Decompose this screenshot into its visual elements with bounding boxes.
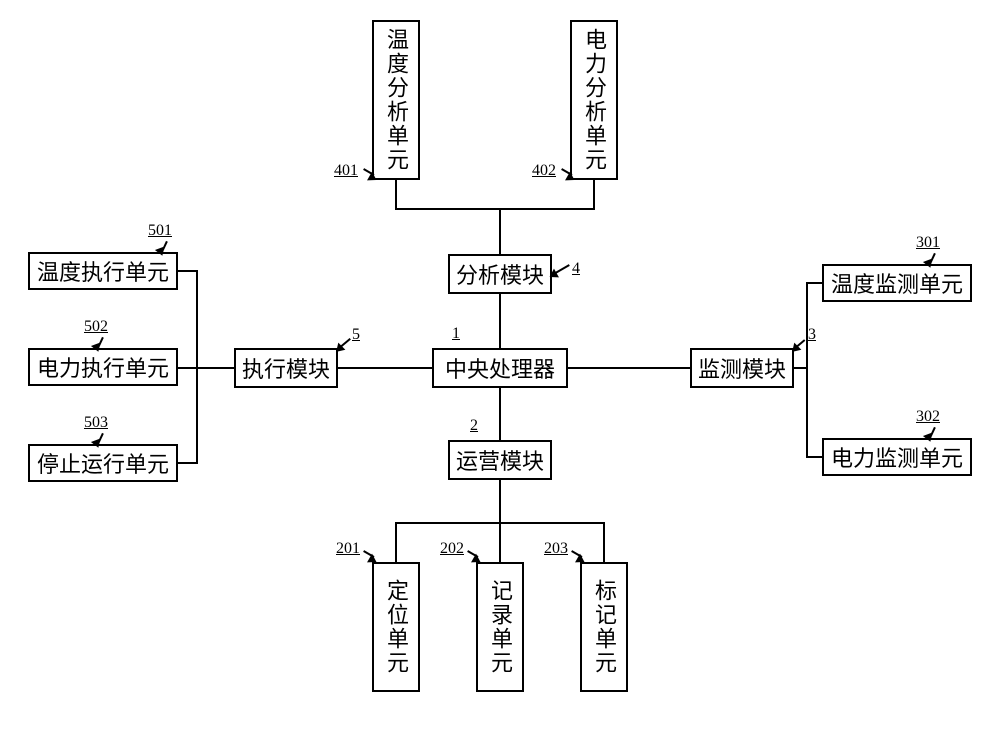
node-pow-ana: 电力分析单元 xyxy=(570,20,618,180)
callout-num: 502 xyxy=(84,318,108,336)
callout-num: 201 xyxy=(336,540,360,558)
callout-num: 401 xyxy=(334,162,358,180)
callout-num: 503 xyxy=(84,414,108,432)
node-mon-module: 监测模块 xyxy=(690,348,794,388)
node-rec-unit: 记录单元 xyxy=(476,562,524,692)
edge xyxy=(499,480,501,524)
callout-num: 2 xyxy=(470,417,478,435)
node-label: 温度监测单元 xyxy=(831,267,963,299)
edge xyxy=(603,522,605,562)
node-temp-exe: 温度执行单元 xyxy=(28,252,178,290)
edge xyxy=(178,367,198,369)
node-label: 停止运行单元 xyxy=(37,447,169,479)
node-pow-exe: 电力执行单元 xyxy=(28,348,178,386)
edge xyxy=(178,270,198,272)
callout-num: 301 xyxy=(916,234,940,252)
node-temp-ana: 温度分析单元 xyxy=(372,20,420,180)
edge xyxy=(806,282,808,458)
node-label: 温度分析单元 xyxy=(380,28,412,172)
node-ana-module: 分析模块 xyxy=(448,254,552,294)
node-exe-module: 执行模块 xyxy=(234,348,338,388)
node-pow-mon: 电力监测单元 xyxy=(822,438,972,476)
edge xyxy=(196,367,234,369)
node-op-module: 运营模块 xyxy=(448,440,552,480)
edge xyxy=(499,522,501,562)
node-mark-unit: 标记单元 xyxy=(580,562,628,692)
callout-num: 501 xyxy=(148,222,172,240)
callout-num: 4 xyxy=(572,260,580,278)
edge xyxy=(395,522,397,562)
node-loc-unit: 定位单元 xyxy=(372,562,420,692)
edge xyxy=(395,180,397,210)
callout-num: 203 xyxy=(544,540,568,558)
node-label: 中央处理器 xyxy=(445,352,555,384)
node-label: 标记单元 xyxy=(588,579,620,675)
callout-num: 1 xyxy=(452,325,460,343)
edge xyxy=(499,208,501,254)
node-label: 电力监测单元 xyxy=(831,441,963,473)
node-cpu: 中央处理器 xyxy=(432,348,568,388)
node-label: 温度执行单元 xyxy=(37,255,169,287)
edge xyxy=(499,388,501,440)
node-label: 电力分析单元 xyxy=(578,28,610,172)
callout-num: 3 xyxy=(808,326,816,344)
edge xyxy=(395,208,595,210)
callout-num: 202 xyxy=(440,540,464,558)
edge xyxy=(806,282,822,284)
callout-num: 5 xyxy=(352,326,360,344)
edge xyxy=(178,462,198,464)
edge xyxy=(568,367,690,369)
node-label: 记录单元 xyxy=(484,579,516,675)
node-label: 定位单元 xyxy=(380,579,412,675)
diagram-canvas: 中央处理器 运营模块 监测模块 分析模块 执行模块 温度分析单元 电力分析单元 … xyxy=(0,0,1000,734)
edge xyxy=(338,367,432,369)
node-label: 监测模块 xyxy=(698,352,786,384)
edge xyxy=(499,294,501,348)
node-label: 执行模块 xyxy=(242,352,330,384)
node-label: 电力执行单元 xyxy=(37,351,169,383)
callout-num: 302 xyxy=(916,408,940,426)
node-stop-run: 停止运行单元 xyxy=(28,444,178,482)
callout-num: 402 xyxy=(532,162,556,180)
node-label: 分析模块 xyxy=(456,258,544,290)
edge xyxy=(593,180,595,210)
node-label: 运营模块 xyxy=(456,444,544,476)
edge xyxy=(806,456,822,458)
node-temp-mon: 温度监测单元 xyxy=(822,264,972,302)
